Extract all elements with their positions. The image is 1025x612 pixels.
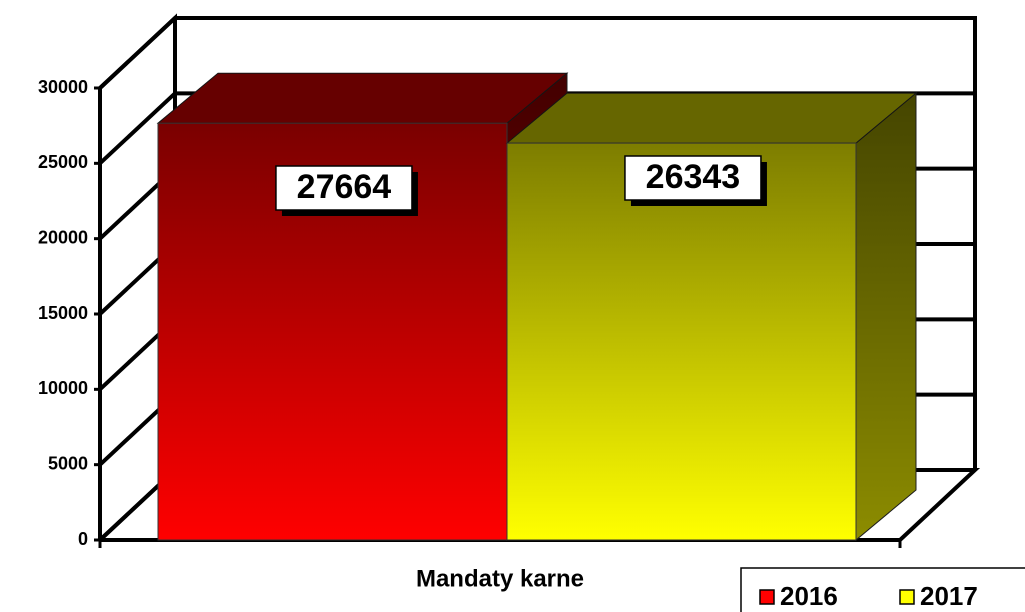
label-box — [624, 155, 762, 201]
legend-label: 2017 — [920, 581, 978, 611]
legend-box — [740, 567, 1025, 612]
bar-top — [505, 92, 918, 144]
legend-swatch — [759, 589, 775, 605]
bar — [156, 72, 569, 542]
x-tick-label: Mandaty karne — [416, 565, 584, 592]
y-tick-label: 5000 — [48, 453, 88, 473]
legend-swatch — [899, 589, 915, 605]
bar-front — [506, 142, 857, 541]
bar-top — [156, 72, 569, 124]
y-tick-label: 25000 — [38, 152, 88, 172]
y-tick-label: 20000 — [38, 227, 88, 247]
y-tick-label: 30000 — [38, 77, 88, 97]
bar-side — [855, 92, 917, 542]
y-tick-label: 0 — [78, 529, 88, 549]
label-box — [275, 165, 413, 211]
y-tick-label: 15000 — [38, 303, 88, 323]
y-tick-label: 10000 — [38, 378, 88, 398]
value-label: 26343 — [646, 158, 741, 196]
value-label: 27664 — [297, 168, 392, 206]
bar — [505, 92, 918, 542]
legend-label: 2016 — [780, 581, 838, 611]
grid-line — [98, 16, 975, 90]
